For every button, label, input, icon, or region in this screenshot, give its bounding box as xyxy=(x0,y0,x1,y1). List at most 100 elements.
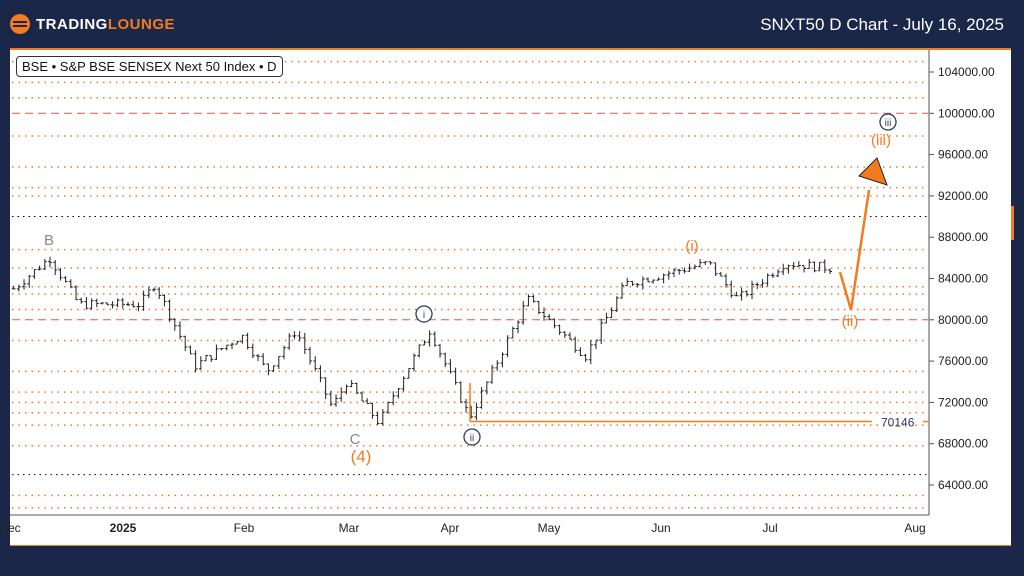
x-tick-label: Jul xyxy=(762,521,777,535)
price-bar xyxy=(136,302,141,312)
price-bar xyxy=(120,297,125,309)
price-bar xyxy=(193,350,198,373)
price-bar xyxy=(42,259,47,270)
price-bar xyxy=(68,279,73,289)
y-tick-label: 96000.00 xyxy=(938,148,988,162)
price-bar xyxy=(578,347,583,357)
y-tick-label: 80000.00 xyxy=(938,313,988,327)
price-bar xyxy=(438,344,443,358)
price-bar xyxy=(755,282,760,289)
price-bar xyxy=(656,277,661,281)
price-bar xyxy=(396,388,401,399)
price-bar xyxy=(687,263,692,272)
price-bar xyxy=(588,339,593,365)
price-bar xyxy=(828,268,833,274)
price-bar xyxy=(796,261,801,267)
price-bar xyxy=(318,365,323,383)
price-bar xyxy=(323,377,328,400)
chart-panel[interactable] xyxy=(10,48,1011,546)
price-bar xyxy=(516,320,521,334)
wave-label-4: (4) xyxy=(351,447,372,466)
price-bar xyxy=(334,394,339,407)
projection-path xyxy=(838,189,871,311)
price-bar xyxy=(74,285,79,301)
price-bar xyxy=(620,282,625,299)
x-tick-label: Jun xyxy=(651,521,670,535)
price-bar xyxy=(214,344,219,360)
price-bar xyxy=(427,330,432,347)
price-bar xyxy=(594,339,599,350)
price-bar xyxy=(573,336,578,353)
price-bar xyxy=(635,282,640,288)
price-bar xyxy=(765,273,770,287)
y-tick-label: 88000.00 xyxy=(938,230,988,244)
price-bar xyxy=(276,355,281,369)
price-bar xyxy=(292,331,297,340)
price-bar xyxy=(651,279,656,284)
price-bar xyxy=(11,285,16,290)
price-bar xyxy=(822,259,827,274)
price-bar xyxy=(344,384,349,395)
price-bar xyxy=(443,352,448,368)
symbol-label: BSE • S&P BSE SENSEX Next 50 Index • D xyxy=(16,56,283,77)
price-bar xyxy=(240,334,245,344)
scrollbar-thumb[interactable] xyxy=(1011,206,1014,240)
y-tick-label: 84000.00 xyxy=(938,272,988,286)
wave-label-i-navy-circle xyxy=(415,305,433,323)
price-bar xyxy=(807,258,812,270)
price-bar xyxy=(817,261,822,272)
wave-label-i-navy: i xyxy=(423,310,425,321)
price-bar xyxy=(708,261,713,265)
price-bar xyxy=(464,399,469,413)
wave-label-ii-navy: ii xyxy=(470,433,474,444)
price-bar xyxy=(781,263,786,276)
x-tick-label: May xyxy=(538,521,561,535)
price-bar xyxy=(453,367,458,385)
wave-label-iii-orange: (iii) xyxy=(871,132,891,149)
price-bar xyxy=(365,398,370,405)
price-bar xyxy=(230,342,235,350)
x-tick-label: Feb xyxy=(234,521,255,535)
price-bar xyxy=(183,335,188,352)
price-bar xyxy=(458,381,463,403)
scrollbar[interactable] xyxy=(1012,48,1022,543)
price-bar xyxy=(152,287,157,292)
price-bar xyxy=(261,353,266,366)
price-bar xyxy=(224,344,229,351)
price-bar xyxy=(646,277,651,283)
price-bar xyxy=(562,331,567,338)
price-bar xyxy=(682,267,687,274)
price-bar xyxy=(328,390,333,407)
x-tick-label: Dec xyxy=(0,521,21,535)
y-tick-label: 100000.00 xyxy=(938,106,995,120)
price-bar xyxy=(53,260,58,275)
price-bar xyxy=(162,294,167,307)
price-bar xyxy=(510,326,515,339)
wave-label-i-orange: (i) xyxy=(685,238,698,255)
price-bar xyxy=(417,344,422,358)
price-bar xyxy=(141,290,146,311)
price-bar xyxy=(391,391,396,406)
price-bar xyxy=(724,273,729,288)
price-bar xyxy=(271,365,276,372)
price-bar xyxy=(479,387,484,409)
price-bar xyxy=(760,279,765,288)
chart-title: SNXT50 D Chart - July 16, 2025 xyxy=(760,15,1004,34)
price-bar xyxy=(131,300,136,308)
x-tick-label: Aug xyxy=(904,521,925,535)
price-bar xyxy=(48,256,53,268)
price-bar xyxy=(94,298,99,308)
price-bar xyxy=(302,332,307,354)
x-tick-label: 2025 xyxy=(110,521,137,535)
price-bar xyxy=(380,409,385,426)
price-bar xyxy=(27,274,32,288)
brand-part-a: TRADING xyxy=(36,15,108,33)
price-bar xyxy=(713,262,718,277)
price-bar xyxy=(250,343,255,359)
price-bar xyxy=(386,401,391,414)
price-bar xyxy=(557,324,562,335)
y-tick-label: 92000.00 xyxy=(938,189,988,203)
price-bar xyxy=(79,297,84,304)
price-bar xyxy=(484,381,489,395)
price-bar xyxy=(542,307,547,321)
